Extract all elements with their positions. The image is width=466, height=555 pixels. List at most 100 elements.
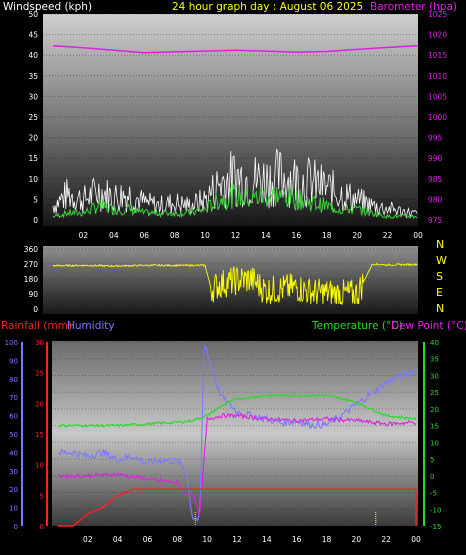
- temperature-tick-label: 15: [430, 423, 439, 431]
- barometer-axis-label: Barometer (hpa): [370, 1, 457, 13]
- rainfall-axis-label: Rainfall (mm): [1, 320, 72, 332]
- x-tick-label: 04: [113, 535, 123, 544]
- x-tick-label: 12: [231, 231, 241, 240]
- temperature-tick-label: 5: [430, 456, 434, 464]
- direction-tick-label: 0: [33, 305, 38, 314]
- compass-label: S: [436, 270, 443, 283]
- x-tick-label: 20: [352, 535, 362, 544]
- direction-tick-label: 270: [24, 260, 39, 269]
- temperature-tick-label: -5: [430, 490, 437, 498]
- barometer-tick-label: 1005: [428, 92, 447, 101]
- x-tick-label: 08: [170, 231, 180, 240]
- direction-axis: 0 90 180 270 360: [24, 245, 39, 314]
- rainfall-line: [58, 488, 416, 527]
- x-tick-label: 10: [200, 231, 210, 240]
- humidity-tick-label: 100: [5, 339, 18, 347]
- temperature-tick-label: 10: [430, 439, 439, 447]
- x-tick-label: 14: [261, 231, 271, 240]
- barometer-tick-label: 975: [428, 216, 443, 225]
- windspeed-tick-label: 35: [28, 72, 38, 81]
- humidity-tick-label: 90: [9, 357, 18, 365]
- x-tick-label: 02: [83, 535, 93, 544]
- humidity-tick-label: 80: [9, 376, 18, 384]
- windspeed-axis: 0 5 10 15 20 25 30 35 40 45 50: [28, 10, 38, 225]
- lower-panel-grid: [52, 341, 418, 527]
- x-tick-label: 02: [79, 231, 89, 240]
- x-tick-label: 00: [411, 535, 421, 544]
- humidity-axis-label: Humidity: [67, 320, 115, 332]
- humidity-tick-label: 20: [9, 486, 18, 494]
- temperature-tick-label: 30: [430, 372, 439, 380]
- x-tick-label: 08: [173, 535, 183, 544]
- humidity-tick-label: 60: [9, 413, 18, 421]
- rainfall-tick-label: 25: [35, 370, 44, 378]
- temperature-tick-label: -15: [430, 523, 441, 531]
- windspeed-tick-label: 25: [28, 113, 38, 122]
- rainfall-tick-label: 5: [40, 492, 44, 500]
- temperature-tick-label: 40: [430, 339, 439, 347]
- windspeed-tick-label: 40: [28, 51, 38, 60]
- windspeed-axis-label: Windspeed (kph): [3, 1, 92, 13]
- x-tick-label: 12: [232, 535, 242, 544]
- rainfall-tick-label: 20: [35, 400, 44, 408]
- humidity-tick-label: 50: [9, 431, 18, 439]
- compass-label: N: [436, 302, 444, 315]
- direction-series: [52, 262, 418, 306]
- barometer-tick-label: 990: [428, 154, 443, 163]
- windspeed-tick-label: 45: [28, 31, 38, 40]
- direction-tick-label: 180: [24, 275, 39, 284]
- x-tick-label: 22: [383, 231, 393, 240]
- lower-panel-background: [52, 341, 418, 526]
- windspeed-tick-label: 15: [28, 154, 38, 163]
- temperature-tick-label: 35: [430, 356, 439, 364]
- lower-axes: -15-10-505101520253035400102030405060708…: [5, 339, 442, 531]
- compass-label: N: [436, 238, 444, 251]
- x-tick-label: 18: [322, 231, 332, 240]
- barometer-tick-label: 985: [428, 175, 443, 184]
- windspeed-tick-label: 50: [28, 10, 38, 19]
- barometer-line: [52, 44, 419, 54]
- x-tick-label: 22: [381, 535, 391, 544]
- temperature-tick-label: 25: [430, 389, 439, 397]
- rainfall-tick-label: 15: [35, 431, 44, 439]
- barometer-tick-label: 980: [428, 195, 443, 204]
- barometer-tick-label: 1015: [428, 51, 447, 60]
- temperature-axis-label: Temperature (°C): [311, 320, 403, 332]
- dew-point-line: [57, 412, 417, 516]
- wind-average-line: [52, 183, 418, 220]
- rainfall-tick-label: 10: [35, 462, 44, 470]
- lower-x-axis: 02 04 06 08 10 12 14 16 18 20 22 00: [83, 535, 421, 544]
- lower-series: [57, 343, 417, 527]
- humidity-tick-label: 30: [9, 468, 18, 476]
- compass-label: W: [436, 254, 447, 267]
- temperature-tick-label: -10: [430, 506, 441, 514]
- windspeed-tick-label: 30: [28, 92, 38, 101]
- humidity-line: [57, 343, 417, 523]
- x-tick-label: 10: [202, 535, 212, 544]
- x-tick-label: 16: [292, 535, 302, 544]
- barometer-tick-label: 1010: [428, 72, 447, 81]
- windspeed-tick-label: 10: [28, 175, 38, 184]
- windspeed-tick-label: 20: [28, 134, 38, 143]
- windspeed-tick-label: 5: [33, 195, 38, 204]
- x-tick-label: 06: [143, 535, 153, 544]
- x-tick-label: 20: [352, 231, 362, 240]
- x-tick-label: 14: [262, 535, 272, 544]
- humidity-tick-label: 40: [9, 449, 18, 457]
- x-tick-label: 00: [413, 231, 423, 240]
- wind-direction-line: [52, 262, 418, 306]
- compass-label: E: [436, 286, 443, 299]
- barometer-tick-label: 1000: [428, 113, 447, 122]
- wind-series: [52, 44, 419, 220]
- x-tick-label: 06: [139, 231, 149, 240]
- direction-tick-label: 360: [24, 245, 39, 254]
- x-tick-label: 16: [292, 231, 302, 240]
- rain-humidity-temp-panel: -15-10-505101520253035400102030405060708…: [5, 339, 442, 544]
- x-tick-label: 18: [322, 535, 332, 544]
- graph-title: 24 hour graph day : August 06 2025: [172, 1, 363, 13]
- wind-panel-grid: [43, 13, 418, 221]
- temperature-line: [57, 393, 417, 428]
